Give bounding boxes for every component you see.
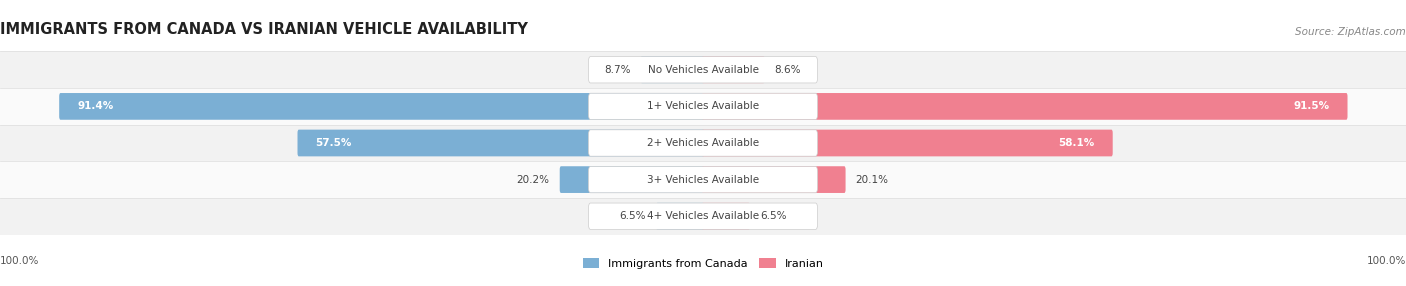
FancyBboxPatch shape — [702, 203, 749, 230]
FancyBboxPatch shape — [589, 166, 818, 193]
Text: 100.0%: 100.0% — [1367, 257, 1406, 267]
Text: 2+ Vehicles Available: 2+ Vehicles Available — [647, 138, 759, 148]
Text: No Vehicles Available: No Vehicles Available — [648, 65, 758, 75]
FancyBboxPatch shape — [589, 130, 818, 156]
Bar — [0, 161, 1406, 198]
Text: 20.1%: 20.1% — [855, 175, 889, 184]
FancyBboxPatch shape — [702, 93, 1347, 120]
FancyBboxPatch shape — [560, 166, 704, 193]
FancyBboxPatch shape — [59, 93, 704, 120]
Text: Source: ZipAtlas.com: Source: ZipAtlas.com — [1295, 27, 1406, 37]
FancyBboxPatch shape — [589, 57, 818, 83]
Text: 8.6%: 8.6% — [775, 65, 801, 75]
Text: 20.2%: 20.2% — [517, 175, 550, 184]
Text: 4+ Vehicles Available: 4+ Vehicles Available — [647, 211, 759, 221]
FancyBboxPatch shape — [702, 56, 765, 83]
Text: 91.5%: 91.5% — [1294, 102, 1330, 111]
Legend: Immigrants from Canada, Iranian: Immigrants from Canada, Iranian — [582, 259, 824, 269]
FancyBboxPatch shape — [702, 166, 845, 193]
Text: 6.5%: 6.5% — [759, 211, 786, 221]
Text: 91.4%: 91.4% — [77, 102, 114, 111]
Text: 58.1%: 58.1% — [1059, 138, 1094, 148]
FancyBboxPatch shape — [641, 56, 704, 83]
Text: 1+ Vehicles Available: 1+ Vehicles Available — [647, 102, 759, 111]
Bar — [0, 88, 1406, 125]
FancyBboxPatch shape — [298, 130, 704, 156]
Text: 3+ Vehicles Available: 3+ Vehicles Available — [647, 175, 759, 184]
FancyBboxPatch shape — [657, 203, 704, 230]
Text: 8.7%: 8.7% — [605, 65, 630, 75]
Bar — [0, 198, 1406, 235]
Bar — [0, 125, 1406, 161]
Bar — [0, 51, 1406, 88]
FancyBboxPatch shape — [589, 203, 818, 229]
Text: 57.5%: 57.5% — [316, 138, 352, 148]
Text: 100.0%: 100.0% — [0, 257, 39, 267]
FancyBboxPatch shape — [702, 130, 1112, 156]
Text: IMMIGRANTS FROM CANADA VS IRANIAN VEHICLE AVAILABILITY: IMMIGRANTS FROM CANADA VS IRANIAN VEHICL… — [0, 22, 527, 37]
Text: 6.5%: 6.5% — [620, 211, 647, 221]
FancyBboxPatch shape — [589, 93, 818, 120]
